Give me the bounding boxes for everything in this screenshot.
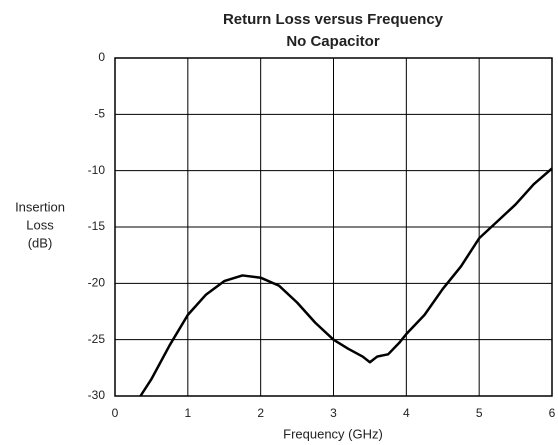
x-axis-label: Frequency (GHz) (283, 426, 383, 441)
x-tick-label: 4 (403, 406, 410, 420)
y-axis-label: Insertion (15, 199, 65, 214)
y-tick-label: -10 (88, 163, 106, 177)
x-tick-label: 0 (112, 406, 119, 420)
y-axis-label: Loss (26, 217, 54, 232)
x-tick-label: 6 (549, 406, 556, 420)
y-tick-label: -20 (88, 276, 106, 290)
y-tick-label: -30 (88, 388, 106, 402)
y-tick-label: -25 (88, 332, 106, 346)
x-tick-label: 2 (257, 406, 264, 420)
y-tick-label: 0 (98, 50, 105, 64)
chart-subtitle: No Capacitor (286, 33, 380, 50)
data-line (139, 167, 553, 397)
x-tick-label: 5 (476, 406, 483, 420)
plot-frame (114, 57, 553, 397)
chart-title: Return Loss versus Frequency (223, 11, 444, 28)
y-tick-label: -5 (94, 107, 105, 121)
x-tick-label: 1 (184, 406, 191, 420)
y-axis-label: (dB) (28, 235, 53, 250)
y-tick-label: -15 (88, 219, 106, 233)
x-tick-label: 3 (330, 406, 337, 420)
